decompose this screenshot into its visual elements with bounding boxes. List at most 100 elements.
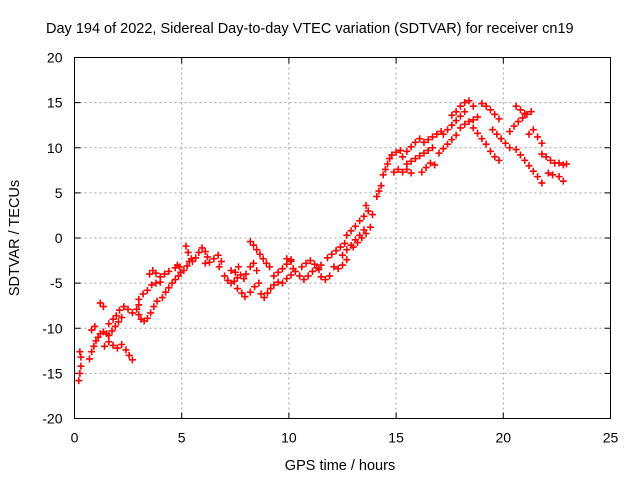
data-point xyxy=(521,156,529,164)
data-point xyxy=(343,246,351,254)
data-point xyxy=(375,187,383,195)
data-point xyxy=(296,272,304,280)
data-point xyxy=(86,355,94,363)
data-point xyxy=(298,263,306,271)
data-point xyxy=(360,226,368,234)
data-point xyxy=(452,108,460,116)
data-point xyxy=(203,253,211,261)
data-point xyxy=(435,149,443,157)
data-point xyxy=(422,164,430,172)
data-point xyxy=(246,288,254,296)
y-tick-label: 10 xyxy=(47,140,63,156)
data-point xyxy=(555,159,563,167)
data-point xyxy=(235,263,243,271)
data-point xyxy=(431,161,439,169)
data-point xyxy=(111,322,119,330)
data-point xyxy=(198,244,206,252)
data-point xyxy=(527,108,535,116)
data-point xyxy=(390,168,398,176)
data-point xyxy=(396,146,404,154)
x-tick-label: 20 xyxy=(496,430,512,446)
data-point xyxy=(512,102,520,110)
data-point xyxy=(529,126,537,134)
data-point xyxy=(559,161,567,169)
data-point xyxy=(263,289,271,297)
data-point xyxy=(332,247,340,255)
data-point xyxy=(369,211,377,219)
data-point xyxy=(516,151,524,159)
data-point xyxy=(238,289,246,297)
data-point xyxy=(125,351,133,359)
data-point xyxy=(311,260,319,268)
data-point xyxy=(516,106,524,114)
data-point xyxy=(388,151,396,159)
data-point xyxy=(416,135,424,143)
data-point xyxy=(183,262,191,270)
data-point xyxy=(118,313,126,321)
data-point xyxy=(291,267,299,275)
data-point xyxy=(339,251,346,259)
data-point xyxy=(116,306,124,314)
data-point xyxy=(343,231,351,239)
data-point xyxy=(88,348,96,356)
data-point xyxy=(546,156,554,164)
data-point xyxy=(259,255,267,263)
data-point xyxy=(75,377,83,385)
data-point xyxy=(474,129,482,137)
data-point xyxy=(165,267,173,275)
data-point xyxy=(362,202,370,210)
data-point xyxy=(478,100,486,108)
data-point xyxy=(399,153,407,161)
data-point xyxy=(124,305,132,313)
data-point xyxy=(300,276,308,284)
data-point xyxy=(227,266,235,274)
x-tick-label: 25 xyxy=(603,430,619,446)
data-point xyxy=(452,131,460,139)
data-point xyxy=(283,255,291,263)
data-point xyxy=(105,320,113,328)
data-point xyxy=(135,295,143,303)
axis-ticks: 0 5 10 15 20 25 -20 -15 -10 -5 0 5 10 15 20 xyxy=(42,50,618,446)
data-point xyxy=(538,150,546,158)
data-point xyxy=(206,258,214,266)
data-point xyxy=(260,294,268,302)
data-point xyxy=(153,297,161,305)
data-point xyxy=(113,344,121,352)
data-point xyxy=(76,369,84,377)
data-point xyxy=(237,271,245,279)
data-point xyxy=(176,263,184,271)
data-point xyxy=(152,279,160,287)
x-axis-label: GPS time / hours xyxy=(285,458,395,474)
data-point xyxy=(250,241,258,249)
data-point xyxy=(262,259,270,267)
data-point xyxy=(246,238,254,246)
data-point xyxy=(270,281,278,289)
data-point xyxy=(201,248,209,256)
data-point xyxy=(461,108,469,116)
data-point xyxy=(433,130,441,138)
data-point xyxy=(267,285,275,293)
data-point xyxy=(529,167,537,175)
data-point xyxy=(478,135,486,143)
data-point xyxy=(411,155,419,163)
data-point xyxy=(429,133,437,141)
data-point xyxy=(112,312,120,320)
data-point xyxy=(448,111,456,119)
data-point xyxy=(221,272,229,280)
data-point xyxy=(334,265,342,273)
data-point xyxy=(308,267,316,275)
data-point xyxy=(461,120,469,128)
data-point xyxy=(534,173,542,181)
data-point xyxy=(538,139,546,147)
data-point xyxy=(482,140,490,148)
data-point xyxy=(356,217,364,225)
data-point xyxy=(96,299,104,307)
data-point xyxy=(287,256,295,264)
data-point xyxy=(341,239,349,247)
data-point xyxy=(114,318,122,326)
data-point xyxy=(544,169,552,177)
data-point xyxy=(456,112,464,120)
data-point xyxy=(482,102,490,110)
data-point xyxy=(242,270,250,278)
data-point xyxy=(559,177,567,185)
